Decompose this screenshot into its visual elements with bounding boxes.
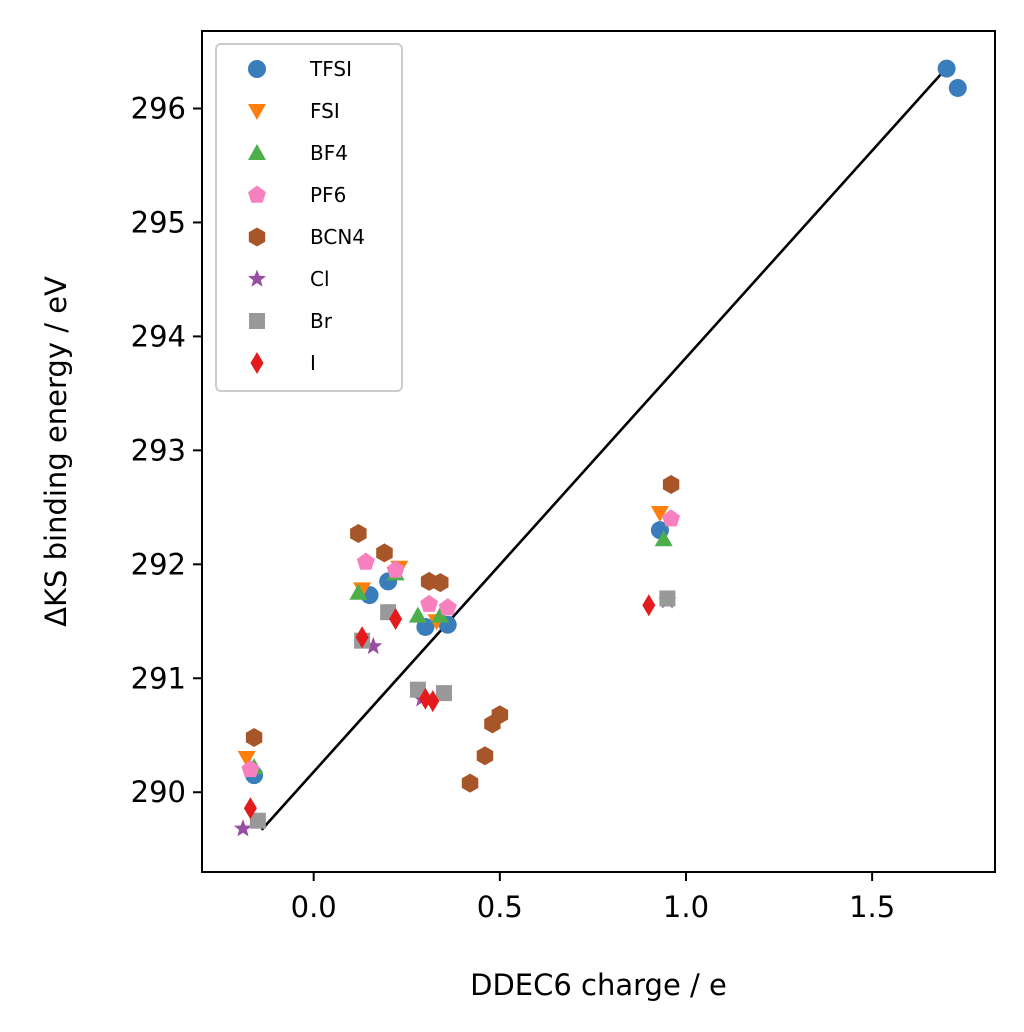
legend-marker-pf6: [248, 185, 266, 203]
legend-item-tfsi: TFSI: [248, 57, 352, 81]
y-tick-label: 294: [131, 319, 186, 353]
legend-marker-bf4: [248, 144, 266, 160]
data-point-pf6: [241, 759, 260, 778]
legend-marker-fsi: [248, 104, 266, 120]
legend-item-bf4: BF4: [248, 141, 348, 165]
data-points-layer: [233, 59, 967, 837]
y-tick-label: 290: [131, 775, 186, 809]
data-point-bcn4: [461, 773, 479, 793]
data-point-pf6: [386, 560, 405, 578]
data-point-tfsi: [937, 59, 956, 78]
data-point-bf4: [654, 530, 673, 547]
data-point-fsi: [237, 751, 256, 767]
legend: TFSI FSI BF4 PF6 BCN4 Cl Br I: [215, 43, 403, 392]
legend-marker-br: [249, 313, 265, 329]
x-axis-label: DDEC6 charge / e: [470, 968, 727, 1002]
y-tick-label: 292: [131, 547, 186, 581]
data-point-bf4: [349, 583, 368, 600]
legend-item-fsi: FSI: [248, 99, 340, 123]
legend-box: [215, 43, 403, 392]
series-bcn4: [245, 475, 680, 793]
data-point-bcn4: [245, 728, 263, 747]
data-point-bcn4: [476, 746, 494, 766]
y-tick-label: 295: [131, 205, 186, 239]
data-point-bcn4: [491, 705, 509, 725]
fit-line-layer: [260, 71, 944, 831]
series-i: [243, 594, 656, 820]
legend-item-bcn4: BCN4: [248, 225, 365, 249]
series-pf6: [241, 509, 681, 778]
y-tick-label: 291: [131, 661, 186, 695]
legend-label-bf4: BF4: [310, 141, 348, 165]
legend-marker-cl: [248, 269, 266, 287]
data-point-pf6: [420, 594, 439, 612]
y-tick-label: 296: [131, 91, 186, 125]
y-axis-label: ΔKS binding energy / eV: [39, 276, 73, 627]
data-point-bcn4: [350, 524, 367, 543]
legend-marker-tfsi: [248, 60, 266, 78]
data-point-bf4: [431, 606, 450, 623]
legend-item-pf6: PF6: [248, 183, 346, 207]
data-point-tfsi: [948, 78, 967, 97]
legend-item-i: I: [250, 351, 316, 375]
fit-line: [260, 71, 944, 831]
legend-label-tfsi: TFSI: [309, 57, 352, 81]
data-point-bcn4: [662, 475, 680, 494]
data-point-bcn4: [432, 573, 449, 593]
data-point-i: [243, 797, 257, 820]
x-tick-label: 1.0: [663, 890, 709, 924]
legend-marker-bcn4: [248, 227, 266, 247]
data-point-bf4: [408, 606, 427, 623]
x-tick-label: 1.5: [849, 890, 895, 924]
data-point-i: [426, 690, 440, 713]
legend-label-br: Br: [310, 309, 333, 333]
y-axis-ticks: 290 291 292 293 294 295 296: [131, 91, 202, 809]
data-point-cl: [233, 819, 252, 837]
plot-area-frame: [201, 30, 996, 873]
legend-label-cl: Cl: [310, 267, 330, 291]
data-point-i: [389, 608, 403, 630]
legend-label-i: I: [310, 351, 316, 375]
data-point-br: [249, 812, 266, 829]
legend-label-fsi: FSI: [310, 99, 340, 123]
legend-label-pf6: PF6: [310, 183, 346, 207]
data-point-pf6: [662, 509, 681, 527]
data-point-pf6: [438, 598, 457, 616]
data-point-br: [435, 685, 452, 702]
data-point-pf6: [356, 552, 375, 570]
x-tick-label: 0.5: [477, 890, 523, 924]
legend-item-br: Br: [249, 309, 333, 333]
x-tick-label: 0.0: [291, 890, 337, 924]
legend-label-bcn4: BCN4: [310, 225, 365, 249]
data-point-i: [642, 594, 656, 617]
data-point-cl: [364, 636, 383, 655]
legend-item-cl: Cl: [248, 267, 330, 291]
data-point-i: [355, 626, 369, 649]
x-axis-ticks: 0.0 0.5 1.0 1.5: [291, 872, 895, 924]
data-point-fsi: [650, 506, 669, 522]
data-point-br: [659, 590, 676, 607]
data-point-bcn4: [376, 543, 393, 563]
legend-marker-i: [250, 352, 264, 374]
y-tick-label: 293: [131, 433, 186, 467]
